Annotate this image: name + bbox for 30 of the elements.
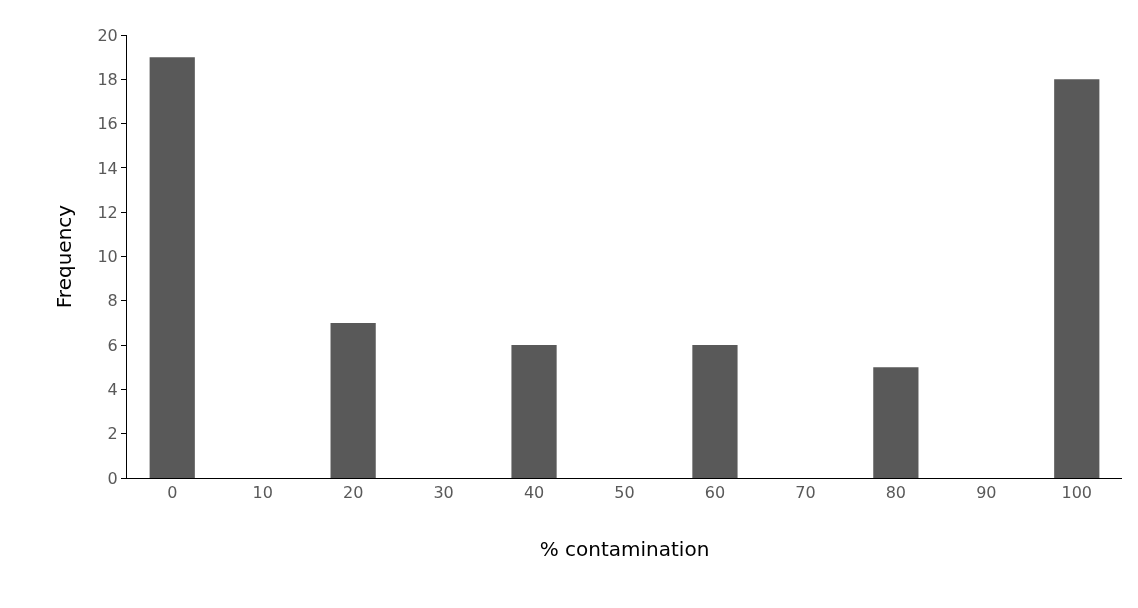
y-tick-label: 4	[107, 380, 118, 399]
x-tick-label: 0	[167, 483, 178, 503]
y-tick-label: 18	[97, 69, 118, 89]
bar	[511, 345, 557, 478]
x-tick-label: 20	[342, 483, 364, 503]
y-tick-label: 16	[97, 114, 118, 134]
bar	[330, 322, 376, 478]
y-tick-label: 14	[97, 158, 118, 178]
x-tick-label: 40	[523, 483, 545, 503]
y-tick-label: 2	[107, 424, 118, 444]
x-tick-label: 90	[976, 483, 997, 503]
y-tick-label: 6	[107, 335, 118, 355]
y-tick-label: 10	[97, 247, 118, 267]
y-tick-label: 12	[97, 202, 118, 222]
x-tick-label: 80	[885, 483, 907, 503]
y-tick-label: 8	[107, 291, 118, 311]
bar	[149, 57, 195, 478]
y-tick-label: 0	[107, 468, 118, 488]
x-tick-label: 100	[1061, 483, 1093, 503]
y-tick-label: 20	[97, 25, 118, 45]
x-axis-title: % contamination	[539, 536, 710, 561]
y-axis-title: Frequency	[51, 204, 76, 309]
x-tick-label: 10	[252, 483, 273, 503]
bar	[873, 367, 919, 478]
bar	[1054, 79, 1100, 478]
x-tick-label: 70	[795, 483, 816, 503]
bar	[692, 345, 738, 478]
x-tick-label: 50	[614, 483, 635, 503]
x-tick-label: 30	[433, 483, 454, 503]
x-tick-label: 60	[704, 483, 726, 503]
